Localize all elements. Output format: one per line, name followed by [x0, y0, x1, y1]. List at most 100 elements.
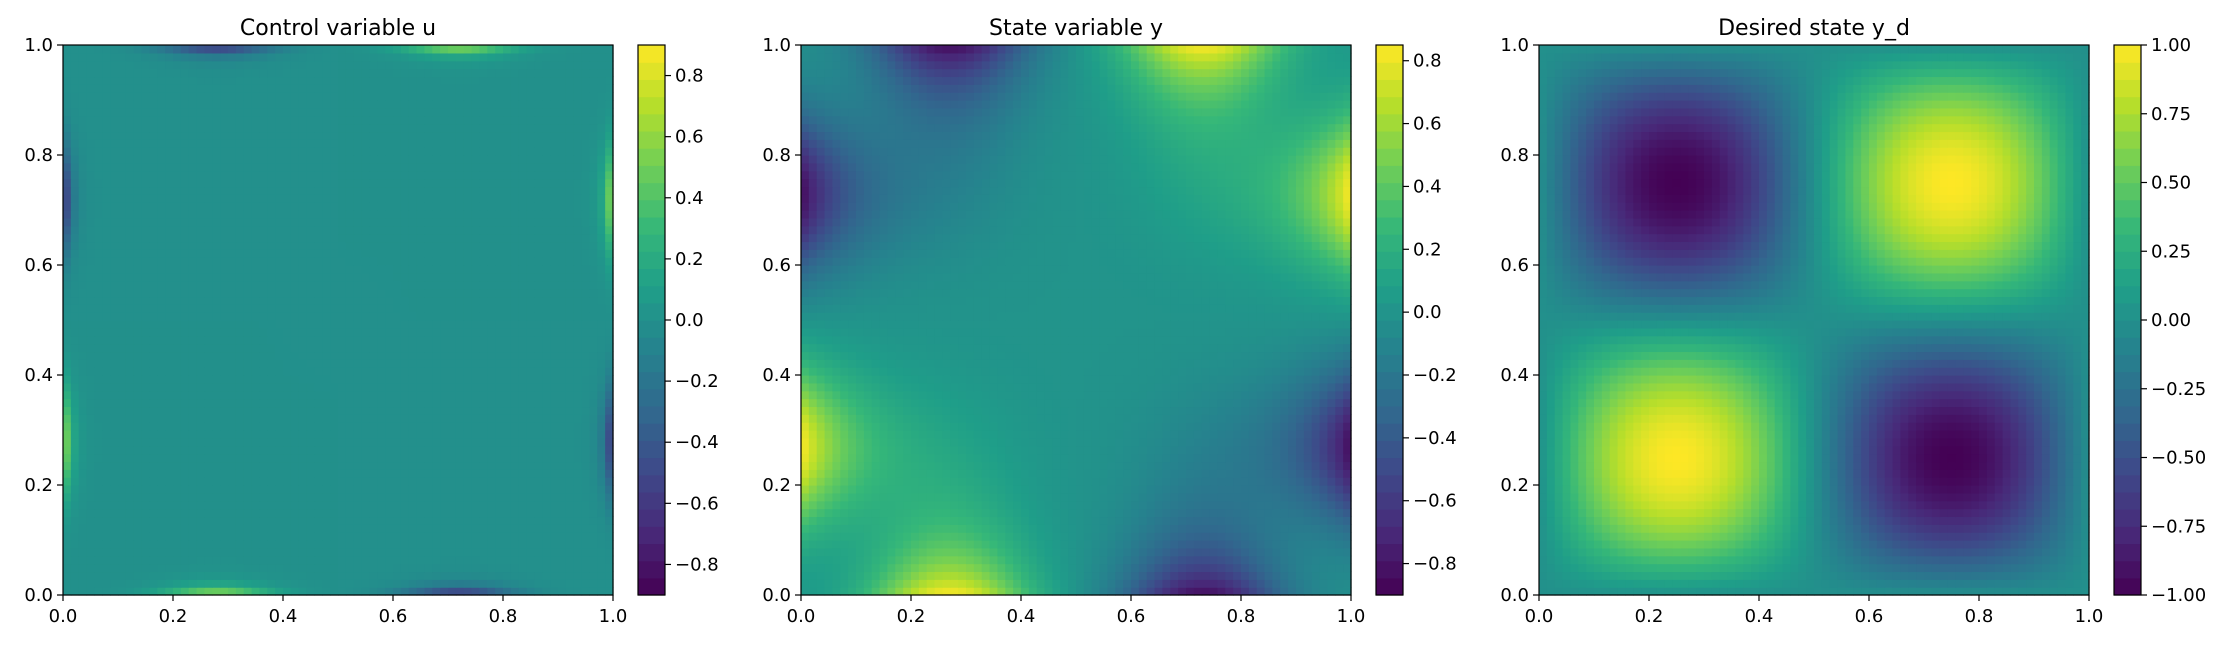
heatmap-cell: [432, 516, 441, 525]
heatmap-cell: [78, 500, 88, 510]
heatmap-cell: [495, 217, 504, 227]
heatmap-cell: [393, 532, 402, 541]
heatmap-cell: [455, 68, 465, 78]
heatmap-cell: [228, 92, 237, 101]
heatmap-cell: [353, 485, 363, 494]
heatmap-cell: [204, 68, 213, 78]
heatmap-cell: [259, 382, 268, 392]
heatmap-cell: [581, 571, 591, 580]
heatmap-cell: [78, 327, 88, 337]
heatmap-cell: [110, 45, 119, 54]
heatmap-cell: [314, 524, 323, 533]
heatmap-cell: [188, 414, 198, 423]
heatmap-cell: [479, 162, 488, 172]
heatmap-cell: [534, 351, 543, 360]
heatmap-cell: [558, 367, 567, 376]
heatmap-cell: [118, 194, 127, 203]
heatmap-cell: [267, 210, 276, 219]
heatmap-cell: [558, 312, 567, 321]
colorbar-segment: [638, 96, 665, 115]
heatmap-cell: [228, 162, 237, 172]
heatmap-cell: [102, 477, 111, 486]
heatmap-cell: [322, 461, 331, 470]
colorbar-segment: [638, 423, 665, 441]
heatmap-cell: [141, 123, 151, 133]
heatmap-cell: [589, 445, 598, 455]
heatmap-cell: [471, 587, 481, 596]
heatmap-cell: [393, 320, 402, 329]
heatmap-cell: [243, 382, 253, 392]
heatmap-cell: [188, 524, 198, 533]
heatmap-cell: [345, 359, 355, 368]
heatmap-cell: [581, 492, 591, 502]
heatmap-cell: [133, 437, 143, 447]
heatmap-cell: [471, 60, 481, 70]
heatmap-cell: [275, 100, 284, 109]
heatmap-cell: [550, 532, 559, 541]
heatmap-cell: [118, 115, 127, 125]
heatmap-cell: [597, 76, 606, 85]
heatmap-cell: [463, 280, 473, 290]
heatmap-cell: [463, 508, 473, 518]
heatmap-cell: [463, 304, 473, 313]
heatmap-cell: [330, 367, 339, 376]
heatmap-cell: [267, 202, 276, 211]
heatmap-cell: [385, 210, 394, 219]
heatmap-cell: [251, 555, 261, 565]
heatmap-cell: [314, 500, 323, 510]
heatmap-cell: [338, 555, 347, 565]
heatmap-cell: [432, 272, 441, 282]
heatmap-cell: [605, 532, 614, 541]
heatmap-cell: [306, 485, 316, 494]
x-tick-label: 0.6: [379, 606, 408, 627]
heatmap-cell: [400, 351, 410, 360]
heatmap-cell: [408, 296, 418, 305]
heatmap-cell: [597, 524, 606, 533]
heatmap-cell: [463, 147, 473, 156]
heatmap-cell: [86, 492, 96, 502]
heatmap-cell: [416, 390, 426, 400]
heatmap-cell: [518, 304, 528, 313]
heatmap-cell: [283, 532, 292, 541]
heatmap-cell: [212, 477, 221, 486]
heatmap-cell: [290, 587, 300, 596]
heatmap-cell: [526, 406, 536, 415]
heatmap-cell: [581, 241, 591, 250]
heatmap-cell: [550, 84, 559, 93]
heatmap-cell: [558, 571, 567, 580]
heatmap-cell: [63, 343, 72, 353]
heatmap-cell: [353, 194, 363, 203]
heatmap-cell: [165, 92, 174, 101]
heatmap-cell: [149, 202, 158, 211]
heatmap-cell: [503, 571, 512, 580]
heatmap-cell: [125, 202, 135, 211]
heatmap-cell: [196, 92, 206, 101]
heatmap-cell: [424, 194, 433, 203]
heatmap-cell: [196, 430, 206, 439]
heatmap-cell: [102, 107, 111, 117]
heatmap-cell: [125, 335, 135, 345]
heatmap-cell: [589, 68, 598, 78]
heatmap-cell: [235, 508, 245, 518]
heatmap-cell: [581, 170, 591, 180]
heatmap-cell: [243, 343, 253, 353]
heatmap-cell: [369, 453, 378, 463]
heatmap-cell: [448, 422, 457, 431]
heatmap-cell: [385, 422, 394, 431]
heatmap-cell: [542, 186, 551, 195]
heatmap-cell: [542, 123, 551, 133]
heatmap-cell: [235, 257, 245, 266]
heatmap-cell: [338, 233, 347, 243]
heatmap-cell: [597, 272, 606, 282]
heatmap-cell: [306, 414, 316, 423]
heatmap-cell: [589, 241, 598, 250]
heatmap-cell: [212, 398, 221, 408]
heatmap-cell: [322, 414, 331, 423]
heatmap-cell: [455, 265, 465, 274]
heatmap-cell: [220, 210, 229, 219]
heatmap-cell: [558, 52, 567, 62]
heatmap-cell: [275, 367, 284, 376]
heatmap-cell: [165, 398, 174, 408]
heatmap-cell: [86, 107, 96, 117]
heatmap-cell: [306, 500, 316, 510]
